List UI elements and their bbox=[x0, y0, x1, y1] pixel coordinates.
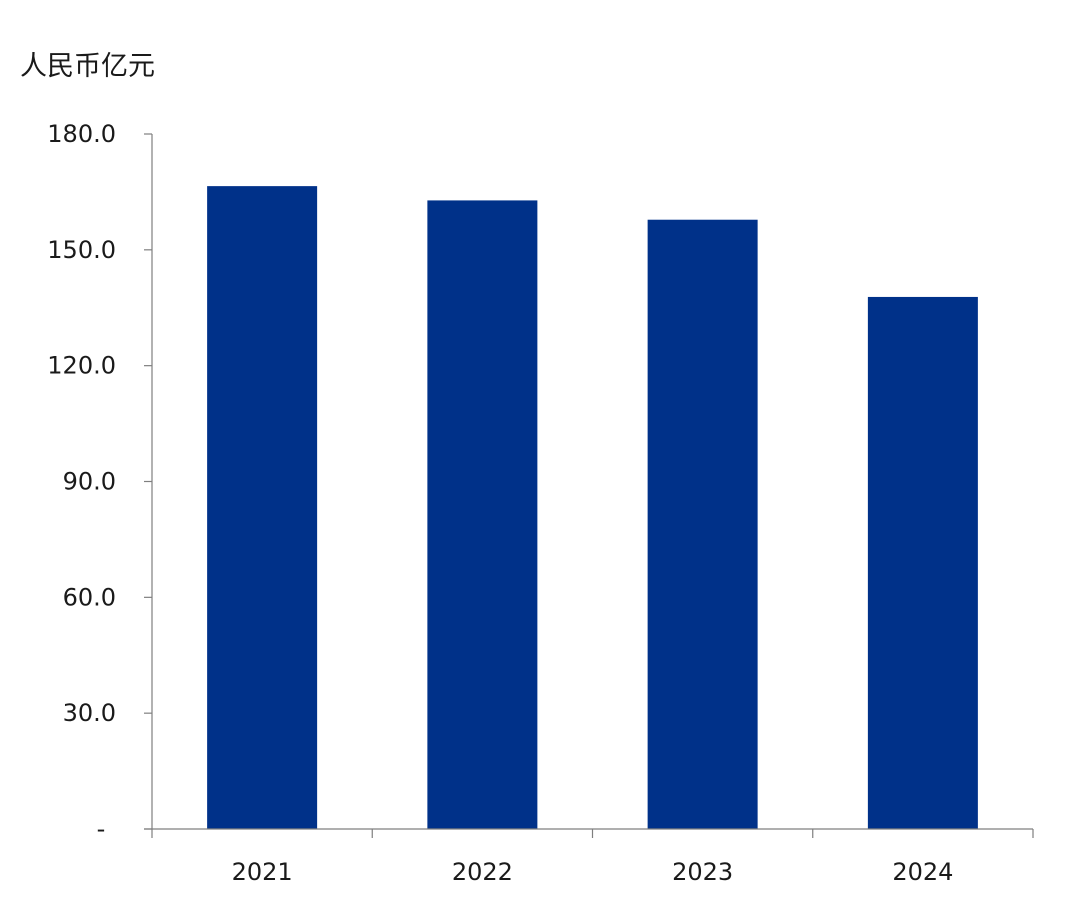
y-tick-label: 30.0 bbox=[63, 699, 116, 727]
x-tick-label: 2021 bbox=[232, 858, 293, 886]
bar-2024 bbox=[867, 296, 978, 829]
x-tick-label: 2022 bbox=[452, 858, 513, 886]
y-tick-label: 180.0 bbox=[47, 120, 116, 148]
bar-2021 bbox=[207, 186, 318, 829]
y-tick-label: - bbox=[97, 815, 106, 843]
y-axis-unit-label: 人民币亿元 bbox=[20, 51, 155, 82]
bar-2022 bbox=[427, 200, 538, 829]
y-tick-label: 90.0 bbox=[63, 468, 116, 496]
y-tick-label: 150.0 bbox=[47, 236, 116, 264]
x-tick-label: 2024 bbox=[892, 858, 953, 886]
y-tick-label: 120.0 bbox=[47, 352, 116, 380]
bar-2023 bbox=[647, 219, 758, 829]
x-tick-label: 2023 bbox=[672, 858, 733, 886]
y-tick-label: 60.0 bbox=[63, 583, 116, 611]
